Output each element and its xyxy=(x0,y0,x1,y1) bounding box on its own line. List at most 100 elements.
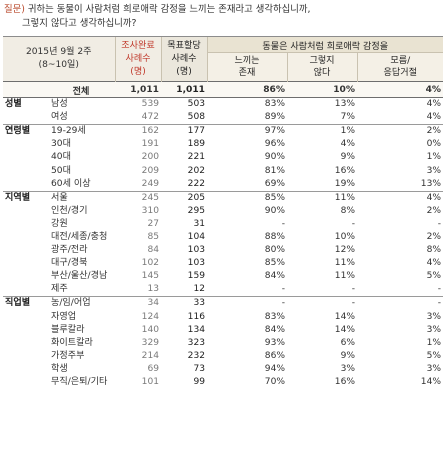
feel-pct: 93% xyxy=(264,337,286,348)
row-sub-label: 자영업 xyxy=(51,311,77,322)
target-count: 323 xyxy=(187,337,206,348)
table-row: 지역별 서울 245 205 85% 11% 4% xyxy=(3,190,444,205)
unknown-pct: 2% xyxy=(426,231,442,242)
completed-count: 209 xyxy=(141,165,160,176)
not-pct: 9% xyxy=(340,152,356,163)
feel-pct: - xyxy=(281,284,286,295)
target-count: 33 xyxy=(161,296,208,311)
unknown-pct: 3% xyxy=(426,165,442,176)
row-group-label xyxy=(3,138,49,151)
target-count: 232 xyxy=(187,350,206,361)
target-count: 12 xyxy=(193,284,206,295)
total-unknown-pct: 4% xyxy=(357,81,444,98)
completed-count: 245 xyxy=(115,190,162,205)
row-group-label: 직업별 xyxy=(3,296,49,311)
completed-count: 27 xyxy=(147,218,160,229)
feel-pct: 83% xyxy=(264,311,286,322)
unknown-pct: 4% xyxy=(426,258,442,269)
completed-count: 214 xyxy=(141,350,160,361)
target-count: 295 xyxy=(187,205,206,216)
feel-pct: 69% xyxy=(264,178,286,189)
row-sub-label: 인천/경기 xyxy=(51,205,88,216)
table-row: 강원 27 31 - - - xyxy=(3,218,443,231)
feel-pct: 85% xyxy=(207,190,288,205)
feel-pct: 89% xyxy=(264,112,286,123)
completed-count: 34 xyxy=(115,296,162,311)
row-sub-label: 무직/은퇴/기타 xyxy=(51,377,108,388)
row-sub-label: 화이트칼라 xyxy=(51,337,93,348)
survey-table: 2015년 9월 2주 (8~10일) 조사완료 사례수 (명) 목표할당 사례… xyxy=(3,36,444,389)
row-group-label xyxy=(3,324,49,337)
completed-count: 249 xyxy=(141,178,160,189)
row-group-label xyxy=(3,218,49,231)
table-row: 제주 13 12 - - - xyxy=(3,283,443,297)
question-line-1: 귀하는 동물이 사람처럼 희로애락 감정을 느끼는 존재라고 생각하십니까, xyxy=(27,4,311,15)
row-sub-label: 60세 이상 xyxy=(51,178,91,189)
table-row: 직업별 농/임/어업 34 33- - - xyxy=(3,296,444,311)
row-sub-label: 19-29세 xyxy=(49,124,116,139)
completed-count: 191 xyxy=(141,139,160,150)
row-sub-label: 대구/경북 xyxy=(51,258,88,269)
completed-count: 162 xyxy=(115,124,162,139)
not-pct: 8% xyxy=(340,205,356,216)
row-sub-label: 30대 xyxy=(51,139,71,150)
table-row: 여성 472 508 89% 7% 4% xyxy=(3,111,443,125)
total-not-pct: 10% xyxy=(287,81,358,98)
feel-pct: 97% xyxy=(207,124,288,139)
completed-count: 329 xyxy=(141,337,160,348)
not-pct: 16% xyxy=(334,377,356,388)
not-pct: 14% xyxy=(334,324,356,335)
feel-pct: 86% xyxy=(264,350,286,361)
target-count: 177 xyxy=(161,124,208,139)
total-feel-pct: 86% xyxy=(207,81,288,98)
unknown-pct: 14% xyxy=(420,377,442,388)
completed-sample-header: 조사완료 사례수 (명) xyxy=(114,36,162,82)
target-count: 73 xyxy=(193,363,206,374)
row-sub-label: 농/임/어업 xyxy=(49,296,116,311)
row-group-label xyxy=(3,376,49,389)
not-pct: 9% xyxy=(340,350,356,361)
feel-pct: 96% xyxy=(264,139,286,150)
unknown-pct: 4% xyxy=(357,97,444,112)
completed-count: 145 xyxy=(141,271,160,282)
completed-count: 472 xyxy=(141,112,160,123)
row-group-label xyxy=(3,111,49,125)
table-row: 30대 191 189 96% 4% 0% xyxy=(3,138,443,151)
not-pct: 14% xyxy=(334,311,356,322)
unknown-pct: 3% xyxy=(426,363,442,374)
row-sub-label: 블루칼라 xyxy=(51,324,85,335)
target-count: 503 xyxy=(161,97,208,112)
row-sub-label: 50대 xyxy=(51,165,71,176)
row-sub-label: 강원 xyxy=(51,218,68,229)
feel-pct: 90% xyxy=(264,205,286,216)
row-group-label xyxy=(3,337,49,350)
row-group-label: 지역별 xyxy=(3,190,49,205)
unknown-pct: - xyxy=(357,296,444,311)
not-pct: 12% xyxy=(334,245,356,256)
unknown-pct: 5% xyxy=(426,271,442,282)
not-pct: 19% xyxy=(334,178,356,189)
feel-pct: - xyxy=(281,218,286,229)
not-pct: 16% xyxy=(334,165,356,176)
target-count: 116 xyxy=(187,311,206,322)
table-row: 대구/경북 102 103 85% 11% 4% xyxy=(3,257,443,270)
target-sample-header: 목표할당 사례수 (명) xyxy=(160,36,208,82)
completed-count: 310 xyxy=(141,205,160,216)
row-group-label xyxy=(3,151,49,164)
question-text: 질문) 귀하는 동물이 사람처럼 희로애락 감정을 느끼는 존재라고 생각하십니… xyxy=(4,3,444,31)
unknown-pct: 1% xyxy=(426,152,442,163)
row-sub-label: 대전/세종/충청 xyxy=(51,231,108,242)
unknown-pct: - xyxy=(437,218,442,229)
table-row: 자영업 124 116 83% 14% 3% xyxy=(3,311,443,324)
unknown-pct: 8% xyxy=(426,245,442,256)
row-sub-label: 가정주부 xyxy=(51,350,85,361)
target-count: 205 xyxy=(161,190,208,205)
opinion-header: 동물은 사람처럼 희로애락 감정을 xyxy=(206,36,444,53)
row-group-label xyxy=(3,205,49,218)
table-row: 50대 209 202 81% 16% 3% xyxy=(3,164,443,177)
total-row: 전체 1,011 1,011 86% 10% 4% xyxy=(3,81,444,98)
row-sub-label: 남성 xyxy=(49,97,116,112)
option-not-header: 그렇지 않다 xyxy=(286,52,358,82)
completed-count: 102 xyxy=(141,258,160,269)
completed-count: 140 xyxy=(141,324,160,335)
